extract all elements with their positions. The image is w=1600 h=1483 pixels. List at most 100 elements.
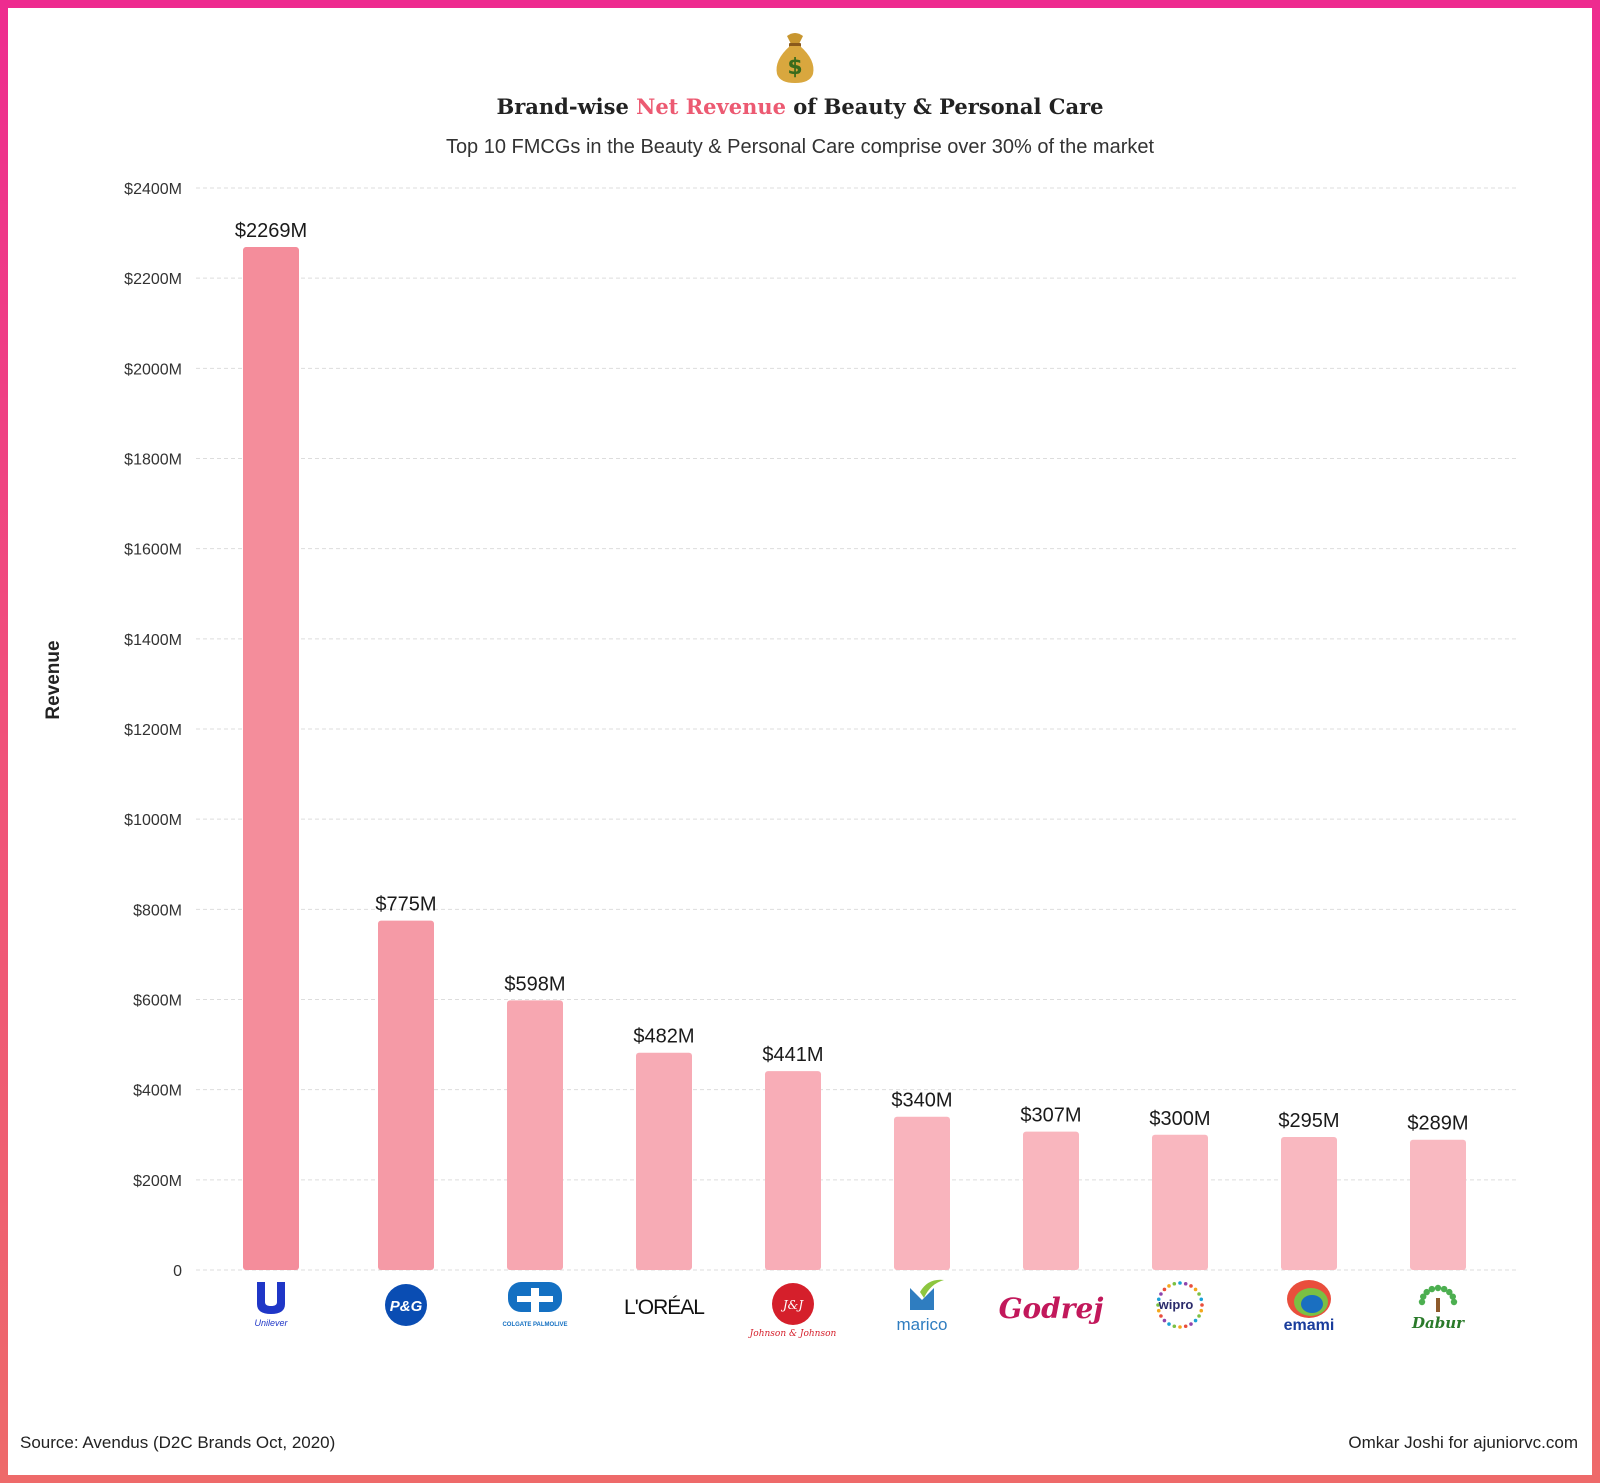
logo-mark [1162, 1287, 1167, 1292]
logo-mark [1199, 1297, 1204, 1302]
logo-text: P&G [390, 1298, 423, 1315]
jnj-logo: J&J Johnson & Johnson [748, 1283, 837, 1339]
y-tick-label: $2000M [124, 361, 182, 378]
credit-note: Omkar Joshi for ajuniorvc.com [1348, 1433, 1578, 1452]
logo-mark [1156, 1308, 1161, 1313]
logo-mark [1156, 1297, 1161, 1302]
logo-mark [772, 1283, 814, 1325]
logo-mark [385, 1284, 427, 1326]
logo-mark [1159, 1314, 1163, 1318]
data-label: $482M [633, 1026, 694, 1048]
y-tick-label: $200M [133, 1173, 182, 1190]
logo-mark [1418, 1298, 1426, 1306]
logo-mark [1193, 1287, 1198, 1292]
source-note: Source: Avendus (D2C Brands Oct, 2020) [20, 1433, 336, 1452]
bar [243, 247, 299, 1270]
bar [1152, 1134, 1208, 1270]
logo-text: Unilever [254, 1318, 288, 1328]
data-label: $775M [375, 894, 436, 916]
logo-mark [1436, 1298, 1440, 1312]
bar [765, 1071, 821, 1270]
logo-mark [1183, 1324, 1188, 1329]
logo-mark [1172, 1281, 1177, 1286]
bar [378, 920, 434, 1270]
logo-mark [1183, 1281, 1188, 1286]
money-bag-icon: $ [776, 33, 814, 83]
logo-mark [1434, 1284, 1442, 1292]
title-prefix: Brand-wise [496, 94, 637, 119]
logo-mark [1199, 1308, 1204, 1313]
y-tick-label: $800M [133, 902, 182, 919]
logo-mark [1172, 1324, 1177, 1329]
data-label: $2269M [235, 220, 307, 242]
logo-mark [920, 1279, 944, 1298]
bar [636, 1052, 692, 1270]
pg-logo: P&G [385, 1284, 427, 1326]
godrej-logo: Godrej [999, 1292, 1104, 1325]
logo-mark [1446, 1288, 1453, 1296]
data-label: $598M [504, 973, 565, 995]
logo-mark [1197, 1314, 1201, 1318]
bar [894, 1116, 950, 1270]
logo-mark [1189, 1284, 1193, 1288]
logo-mark [1162, 1318, 1167, 1323]
logo-text: Dabur [1411, 1314, 1465, 1332]
logo-text: emami [1284, 1317, 1335, 1334]
chart-title: Brand-wise Net Revenue of Beauty & Perso… [8, 94, 1592, 119]
data-label: $340M [891, 1090, 952, 1112]
logo-mark [1301, 1295, 1323, 1313]
logo-mark [517, 1296, 553, 1302]
bar-chart: 0 $200M $400M $600M $800M $1000M $1200M $1400M $… [124, 181, 1518, 1339]
y-tick-label: $600M [133, 993, 182, 1010]
y-tick-label: $1400M [124, 632, 182, 649]
logo-text: Godrej [999, 1292, 1104, 1325]
data-label: $289M [1407, 1113, 1468, 1135]
logo-text: marico [896, 1315, 947, 1334]
emami-logo: emami [1284, 1280, 1335, 1334]
y-tick-label: $1200M [124, 722, 182, 739]
logo-mark [1423, 1288, 1430, 1296]
data-label: $295M [1278, 1110, 1339, 1132]
bar [1023, 1131, 1079, 1270]
loreal-logo: L'ORÉAL [624, 1296, 705, 1319]
logo-mark [1178, 1325, 1182, 1329]
logo-mark [1420, 1293, 1427, 1300]
data-label: $441M [762, 1044, 823, 1066]
dabur-logo: Dabur [1411, 1284, 1465, 1332]
logo-mark [1167, 1284, 1171, 1288]
y-tick-label: $2200M [124, 271, 182, 288]
y-tick-label: $1600M [124, 542, 182, 559]
logo-mark [1167, 1322, 1171, 1326]
y-tick-label: $400M [133, 1083, 182, 1100]
logo-mark [1197, 1292, 1201, 1296]
logo-mark [257, 1282, 285, 1314]
logo-mark [1440, 1285, 1448, 1293]
bar [507, 1000, 563, 1270]
chart-card: $ Brand-wise Net Revenue of Beauty & Per… [8, 8, 1592, 1475]
logo-text: wipro [1158, 1297, 1194, 1312]
logo-mark [1200, 1303, 1204, 1307]
bar [1410, 1139, 1466, 1270]
y-tick-label: 0 [173, 1263, 182, 1280]
title-suffix: of Beauty & Personal Care [785, 94, 1104, 119]
y-tick-label: $1800M [124, 452, 182, 469]
logo-mark [1450, 1298, 1458, 1306]
logo-mark [1189, 1322, 1193, 1326]
y-tick-label: $2400M [124, 181, 182, 198]
marico-logo: marico [896, 1279, 948, 1334]
logo-mark [1428, 1285, 1436, 1293]
logo-text: J&J [780, 1298, 804, 1312]
wipro-logo: wipro [1156, 1281, 1204, 1329]
data-label: $307M [1020, 1105, 1081, 1127]
data-label: $300M [1149, 1108, 1210, 1130]
chart-subtitle: Top 10 FMCGs in the Beauty & Personal Ca… [445, 136, 1155, 158]
logo-text: Johnson & Johnson [748, 1329, 837, 1339]
title-highlight: Net Revenue [636, 94, 786, 119]
logo-mark [1159, 1292, 1163, 1296]
logo-mark [1178, 1281, 1182, 1285]
logo-mark [1193, 1318, 1198, 1323]
logo-text: L'ORÉAL [624, 1296, 704, 1319]
logo-mark [910, 1288, 934, 1310]
bar [1281, 1137, 1337, 1270]
y-tick-label: $1000M [124, 812, 182, 829]
